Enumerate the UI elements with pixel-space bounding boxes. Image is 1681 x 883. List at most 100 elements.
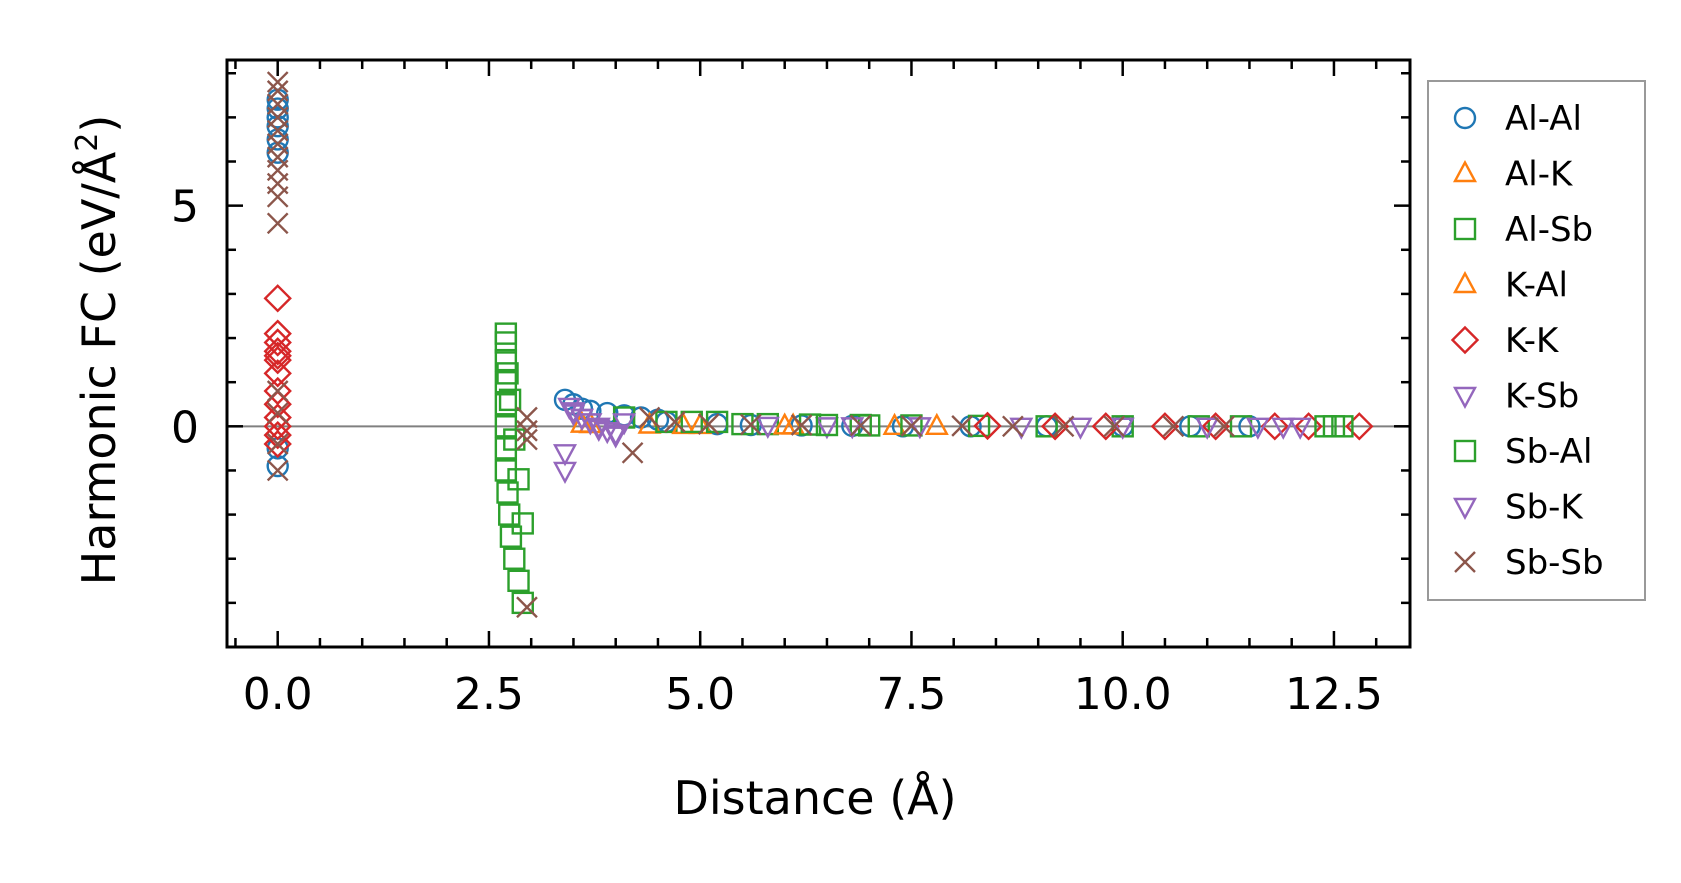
data-point — [499, 525, 523, 548]
data-point — [503, 428, 526, 451]
data-point — [503, 547, 526, 570]
legend-label: K-Sb — [1505, 377, 1579, 417]
data-point — [266, 433, 289, 455]
y-tick-label: 0 — [171, 402, 199, 453]
data-point — [1201, 412, 1230, 441]
y-tick-label: 5 — [171, 182, 199, 233]
data-point — [263, 429, 292, 459]
data-point — [815, 413, 839, 437]
plot-layer — [227, 71, 1410, 619]
data-point — [494, 331, 518, 354]
data-point — [1195, 417, 1220, 440]
data-point — [569, 408, 594, 432]
data-point — [1052, 415, 1075, 438]
data-point — [498, 388, 522, 412]
data-point — [1187, 415, 1210, 438]
data-point — [790, 414, 813, 436]
data-point — [697, 413, 720, 435]
legend-marker — [1450, 325, 1480, 355]
data-point — [951, 415, 973, 437]
data-point — [621, 441, 644, 464]
data-point — [507, 569, 530, 592]
data-point — [266, 185, 289, 208]
data-point — [1245, 417, 1270, 440]
legend-label: Al-Al — [1505, 99, 1582, 139]
y-axis-label: Harmonic FC (eV/Å2) — [70, 115, 126, 586]
data-point — [967, 414, 991, 438]
data-point — [263, 359, 292, 388]
legend-item: Sb-Al — [1453, 432, 1592, 472]
y-axis-label-group: Harmonic FC (eV/Å2) — [70, 115, 126, 586]
data-point — [1035, 415, 1058, 438]
data-point — [1068, 417, 1093, 440]
data-point — [900, 415, 923, 437]
data-point — [814, 417, 839, 440]
data-point — [266, 212, 289, 235]
plot-frame — [225, 58, 1412, 649]
legend-marker — [1452, 270, 1478, 294]
data-points — [263, 71, 1374, 619]
legend-item: Sb-K — [1452, 488, 1584, 528]
data-point — [755, 416, 780, 439]
series-sb-k — [561, 402, 1270, 447]
data-point — [612, 413, 637, 436]
data-point — [496, 362, 519, 385]
data-point — [1162, 415, 1185, 438]
legend-label: K-K — [1505, 321, 1560, 361]
y-axis-label-superscript: 2 — [70, 133, 105, 152]
data-point — [263, 420, 292, 450]
data-point — [882, 412, 907, 436]
legend-item: K-Al — [1452, 266, 1568, 306]
data-point — [680, 410, 703, 434]
legend-marker — [1452, 159, 1478, 183]
data-point — [1040, 412, 1070, 441]
legend-marker — [1452, 386, 1478, 410]
x-tick-label: 5.0 — [665, 669, 735, 720]
data-point — [973, 411, 1002, 441]
legend-label: Sb-K — [1505, 488, 1584, 528]
data-point — [849, 414, 872, 437]
data-point — [516, 596, 538, 619]
data-point — [266, 380, 289, 402]
data-point — [552, 444, 578, 467]
legend-label: K-Al — [1505, 266, 1568, 306]
x-tick-label: 7.5 — [876, 669, 946, 720]
data-point — [1345, 412, 1374, 441]
x-tick-label: 10.0 — [1074, 669, 1172, 720]
data-point — [1150, 412, 1180, 441]
legend-item: K-K — [1450, 321, 1560, 361]
data-point — [511, 512, 534, 535]
data-point — [266, 402, 289, 424]
data-point — [516, 419, 538, 442]
legend-label: Sb-Sb — [1505, 543, 1604, 583]
legend-marker — [1454, 551, 1476, 573]
legend-marker — [1453, 439, 1477, 463]
legend-item: Al-Al — [1453, 99, 1582, 139]
data-point — [772, 412, 797, 435]
y-axis-label-close: ) — [72, 115, 126, 133]
y-axis-label-main: Harmonic FC (eV/Å — [72, 151, 126, 585]
legend-item: Sb-Sb — [1454, 543, 1604, 583]
data-point — [638, 406, 661, 429]
series-sb-al — [496, 362, 1354, 535]
data-point — [740, 413, 762, 436]
legend-item: K-Sb — [1452, 377, 1579, 417]
data-point — [1103, 415, 1126, 438]
data-point — [266, 459, 289, 482]
data-point — [578, 413, 603, 436]
data-point — [263, 328, 292, 357]
data-point — [266, 71, 289, 93]
data-point — [1288, 417, 1313, 440]
data-point — [1294, 412, 1323, 441]
data-point — [924, 412, 949, 436]
legend-label: Al-Sb — [1505, 210, 1593, 250]
legend-item: Al-K — [1452, 155, 1574, 195]
data-point — [263, 337, 292, 366]
data-point — [494, 393, 518, 416]
data-point — [664, 411, 686, 433]
data-point — [586, 419, 611, 443]
x-axis-label: Distance (Å) — [673, 771, 956, 825]
data-point — [900, 414, 923, 437]
data-point — [1331, 415, 1354, 438]
